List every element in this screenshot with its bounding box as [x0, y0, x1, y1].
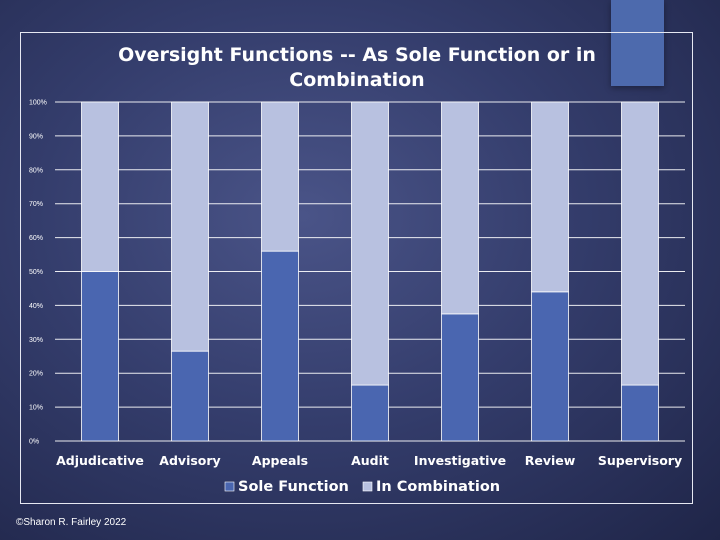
x-category-label: Audit — [351, 453, 389, 468]
bar-sole-function-audit — [351, 384, 389, 442]
chart-frame — [20, 32, 693, 504]
legend-label: In Combination — [376, 479, 500, 495]
legend-swatch — [362, 481, 373, 492]
x-category-label: Adjudicative — [56, 453, 144, 468]
bar-in-combination-review — [531, 101, 569, 293]
bar-in-combination-supervisory — [621, 101, 659, 386]
bar-in-combination-appeals — [261, 101, 299, 252]
y-tick-label: 60% — [29, 235, 43, 242]
bar-sole-function-advisory — [171, 350, 209, 442]
bar-sole-function-investigative — [441, 313, 479, 442]
x-axis-categories: Adjudicative Advisory Appeals Audit Investig… — [56, 453, 682, 468]
bar-sole-function-supervisory — [621, 384, 659, 442]
x-category-label: Appeals — [252, 453, 308, 468]
y-tick-label: 40% — [29, 303, 43, 310]
y-tick-label: 30% — [29, 337, 43, 344]
legend-swatch — [224, 481, 235, 492]
bar-in-combination-advisory — [171, 101, 209, 352]
bar-sole-function-adjudicative — [81, 271, 119, 442]
y-tick-label: 50% — [29, 269, 43, 276]
x-category-label: Advisory — [159, 453, 220, 468]
y-tick-label: 0% — [29, 439, 39, 446]
y-tick-label: 20% — [29, 371, 43, 378]
legend: Sole Function In Combination — [224, 479, 500, 495]
x-category-label: Supervisory — [598, 453, 682, 468]
bar-sole-function-review — [531, 291, 569, 442]
y-tick-label: 100% — [29, 100, 47, 107]
legend-label: Sole Function — [238, 479, 349, 495]
x-category-label: Investigative — [414, 453, 506, 468]
y-tick-label: 90% — [29, 133, 43, 140]
copyright-footer: ©Sharon R. Fairley 2022 — [16, 517, 127, 528]
x-category-label: Review — [525, 453, 576, 468]
chart-title-line-1: Oversight Functions -- As Sole Function … — [118, 44, 596, 66]
accent-tab — [611, 0, 664, 86]
bar-in-combination-adjudicative — [81, 101, 119, 272]
y-axis-ticks: 0% 10% 20% 30% 40% 50% 60% 70% 80% 90% 100% — [29, 100, 47, 446]
bars — [81, 101, 659, 442]
y-tick-label: 10% — [29, 405, 43, 412]
chart-title: Oversight Functions -- As Sole Function … — [118, 44, 596, 91]
bar-in-combination-investigative — [441, 101, 479, 315]
y-tick-label: 80% — [29, 167, 43, 174]
y-tick-label: 70% — [29, 201, 43, 208]
bar-in-combination-audit — [351, 101, 389, 386]
bar-sole-function-appeals — [261, 250, 299, 442]
chart-title-line-2: Combination — [289, 69, 424, 91]
